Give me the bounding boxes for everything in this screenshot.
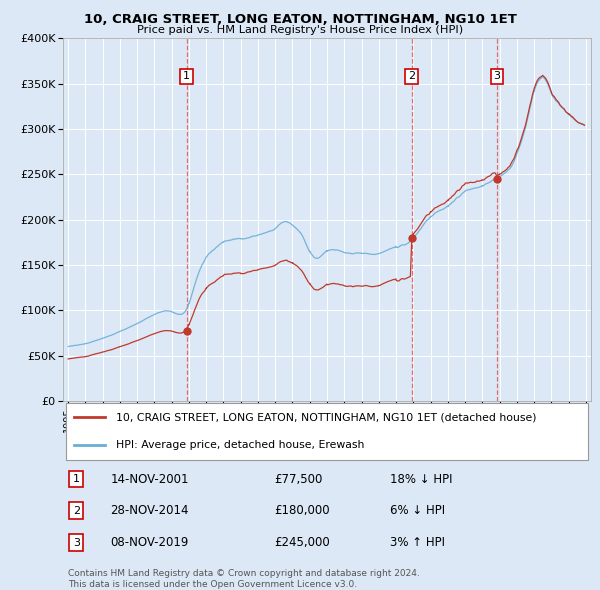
Text: 28-NOV-2014: 28-NOV-2014 [110, 504, 189, 517]
Text: 3% ↑ HPI: 3% ↑ HPI [391, 536, 445, 549]
Text: 1: 1 [183, 71, 190, 81]
Text: 3: 3 [493, 71, 500, 81]
Text: 1: 1 [73, 474, 80, 484]
Text: £77,500: £77,500 [274, 473, 323, 486]
Text: 6% ↓ HPI: 6% ↓ HPI [391, 504, 445, 517]
Text: £180,000: £180,000 [274, 504, 330, 517]
Text: 10, CRAIG STREET, LONG EATON, NOTTINGHAM, NG10 1ET (detached house): 10, CRAIG STREET, LONG EATON, NOTTINGHAM… [116, 412, 536, 422]
Text: 14-NOV-2001: 14-NOV-2001 [110, 473, 189, 486]
Text: 2: 2 [73, 506, 80, 516]
Text: 3: 3 [73, 537, 80, 548]
Text: Contains HM Land Registry data © Crown copyright and database right 2024.
This d: Contains HM Land Registry data © Crown c… [68, 569, 420, 589]
Text: 10, CRAIG STREET, LONG EATON, NOTTINGHAM, NG10 1ET: 10, CRAIG STREET, LONG EATON, NOTTINGHAM… [83, 13, 517, 26]
Text: 2: 2 [408, 71, 415, 81]
Text: £245,000: £245,000 [274, 536, 330, 549]
Text: 18% ↓ HPI: 18% ↓ HPI [391, 473, 453, 486]
FancyBboxPatch shape [65, 403, 589, 460]
Text: 08-NOV-2019: 08-NOV-2019 [110, 536, 189, 549]
Text: Price paid vs. HM Land Registry's House Price Index (HPI): Price paid vs. HM Land Registry's House … [137, 25, 463, 35]
Text: HPI: Average price, detached house, Erewash: HPI: Average price, detached house, Erew… [116, 441, 364, 451]
